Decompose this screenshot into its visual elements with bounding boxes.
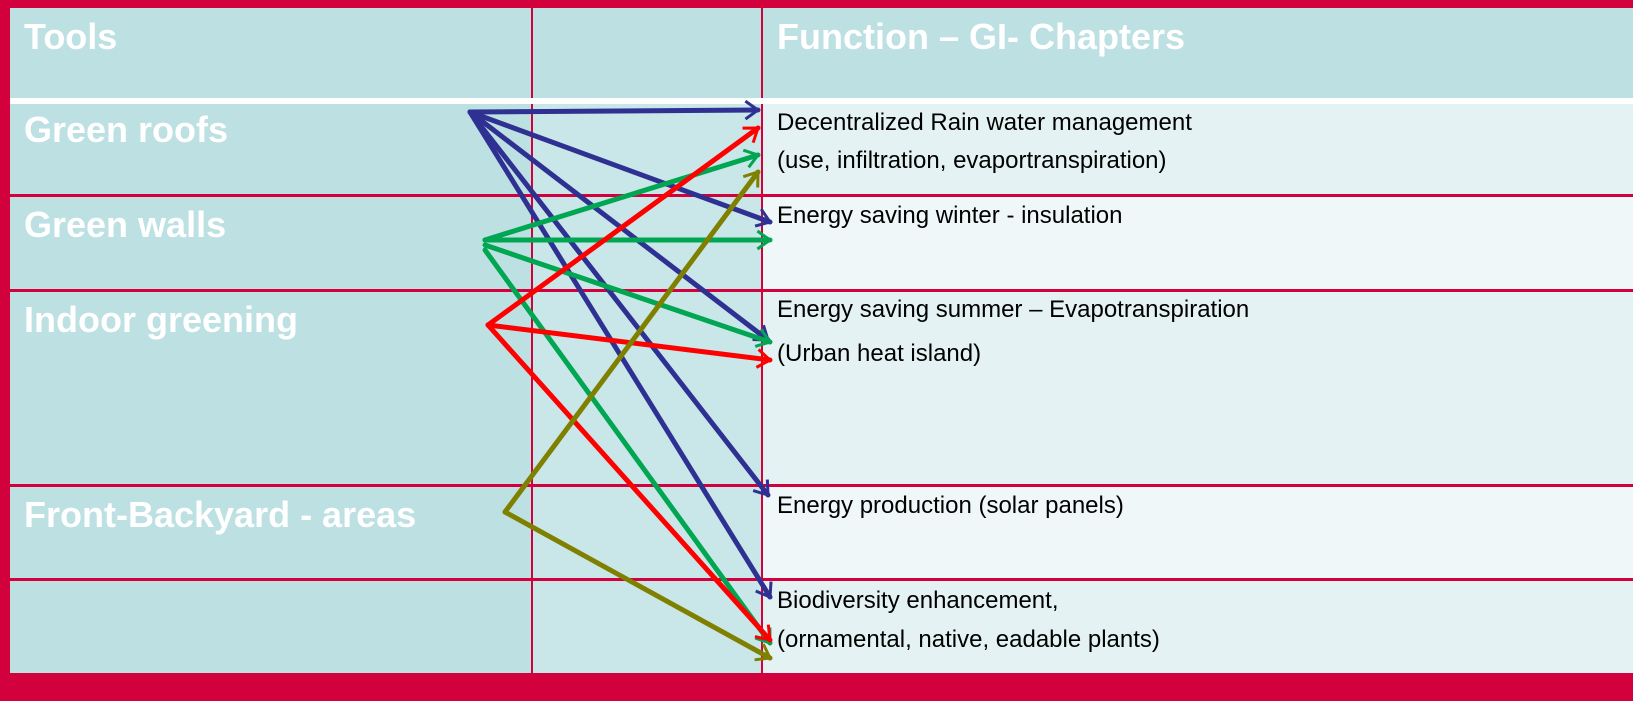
header-cell (533, 8, 761, 98)
tool-label: Indoor greening (24, 299, 298, 340)
function-text: (ornamental, native, eadable plants) (777, 626, 1160, 653)
arrow (467, 109, 771, 343)
function-text: (use, infiltration, evaportranspiration) (777, 147, 1167, 174)
header-rule (10, 98, 1633, 104)
header-text: Function – GI- Chapters (777, 16, 1186, 57)
arrow (482, 148, 761, 243)
arrow (467, 109, 773, 228)
header-cell (763, 8, 1633, 98)
tool-label: Front-Backyard - areas (24, 494, 417, 535)
function-text: (Urban heat island) (777, 340, 982, 367)
cell (763, 292, 1633, 484)
header-text: Tools (24, 16, 118, 57)
function-text: Energy production (solar panels) (777, 492, 1124, 519)
cell (763, 581, 1633, 673)
arrow (467, 99, 761, 121)
tool-label: Green walls (24, 204, 227, 245)
cell (10, 197, 531, 289)
function-text: Decentralized Rain water management (777, 109, 1192, 136)
cell (10, 104, 531, 194)
cell (10, 487, 531, 578)
cell (533, 581, 761, 673)
arrow (502, 169, 761, 515)
function-text: Biodiversity enhancement, (777, 587, 1059, 614)
header-cell (10, 8, 531, 98)
tool-label: Green roofs (24, 109, 229, 150)
arrow (485, 125, 761, 328)
arrow (502, 509, 773, 662)
arrow-group (482, 148, 773, 646)
arrow (482, 247, 773, 646)
function-text: Energy saving winter - insulation (777, 202, 1123, 229)
arrow-group (502, 169, 773, 662)
cell (10, 292, 531, 484)
arrow (467, 109, 771, 498)
cell (763, 197, 1633, 289)
cell (10, 581, 531, 673)
arrow (485, 322, 773, 643)
cell (763, 104, 1633, 194)
function-text: Energy saving summer – Evapotranspiratio… (777, 296, 1250, 323)
arrow (482, 242, 773, 348)
cell (763, 487, 1633, 578)
